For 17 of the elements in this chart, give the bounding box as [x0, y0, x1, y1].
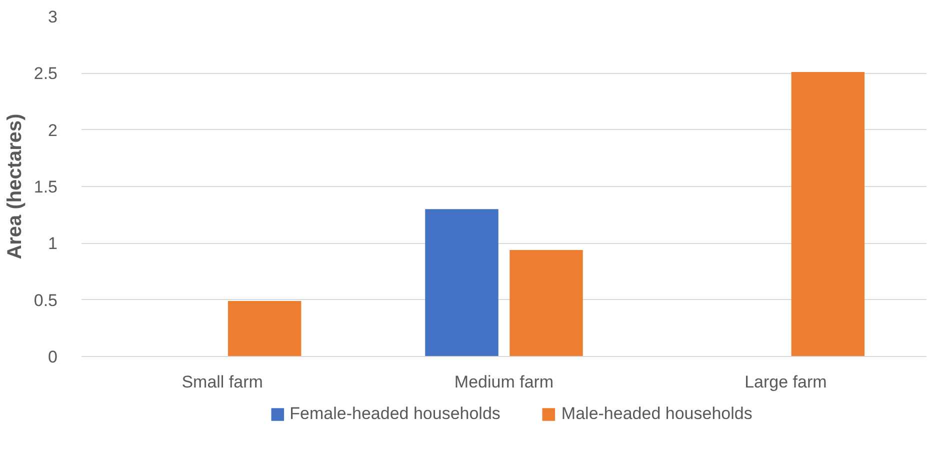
bar [791, 72, 865, 356]
x-tick-label: Medium farm [454, 372, 554, 392]
y-tick-label: 2 [48, 120, 58, 140]
legend-label: Male-headed households [561, 404, 752, 424]
bar [510, 250, 583, 356]
bar [228, 300, 302, 356]
y-tick-label: 3 [48, 8, 58, 26]
y-tick-label: 2.5 [34, 64, 58, 84]
y-tick-label: 1.5 [34, 178, 58, 196]
bar [425, 209, 498, 356]
y-axis-title: Area (hectares) [4, 114, 26, 260]
y-tick-label: 0 [48, 348, 58, 366]
x-tick-label: Large farm [744, 372, 827, 392]
x-tick-label: Small farm [182, 372, 263, 392]
y-tick-label: 1 [48, 234, 58, 254]
y-tick-label: 0.5 [34, 290, 58, 310]
legend-label: Female-headed households [290, 404, 500, 424]
